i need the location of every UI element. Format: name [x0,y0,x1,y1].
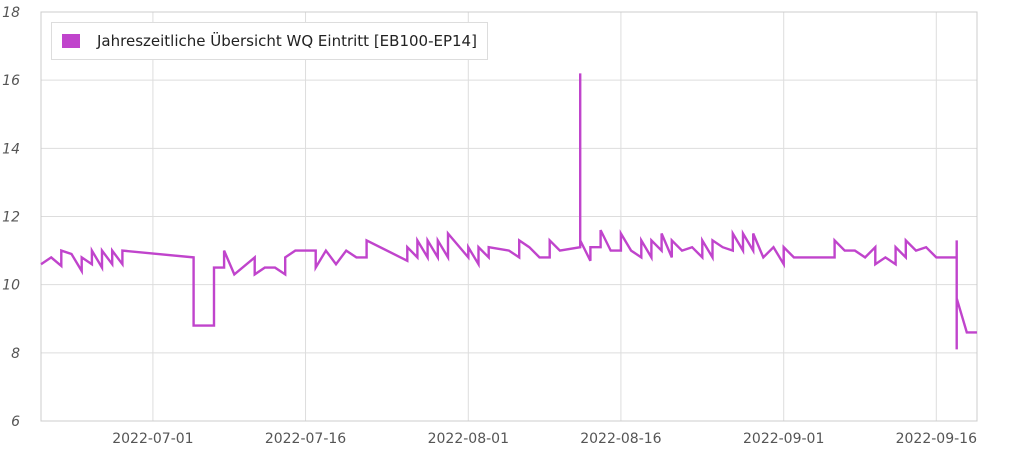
legend-swatch [62,34,80,48]
x-tick-label: 2022-08-01 [428,431,509,447]
x-axis: 2022-07-01 2022-07-16 2022-08-01 2022-08-16… [112,431,977,447]
series-line [40,73,977,350]
x-tick-label: 2022-09-16 [896,431,977,447]
legend-label: Jahreszeitliche Übersicht WQ Eintritt [E… [97,32,477,50]
y-tick-label: 8 [11,346,20,362]
x-tick-label: 2022-07-16 [265,431,346,447]
y-tick-label: 10 [2,278,20,294]
y-tick-label: 6 [11,414,20,430]
y-tick-label: 12 [2,210,20,226]
y-axis: 6 8 10 12 14 16 18 [2,5,20,430]
grid [41,11,977,422]
plot-area [40,11,978,422]
x-tick-label: 2022-08-16 [580,431,661,447]
y-tick-label: 14 [2,141,20,157]
legend[interactable]: Jahreszeitliche Übersicht WQ Eintritt [E… [51,22,488,60]
x-tick-label: 2022-09-01 [743,431,824,447]
series-layer [40,73,977,350]
x-tick-label: 2022-07-01 [112,431,193,447]
y-tick-label: 18 [2,5,20,21]
y-tick-label: 16 [2,73,20,89]
